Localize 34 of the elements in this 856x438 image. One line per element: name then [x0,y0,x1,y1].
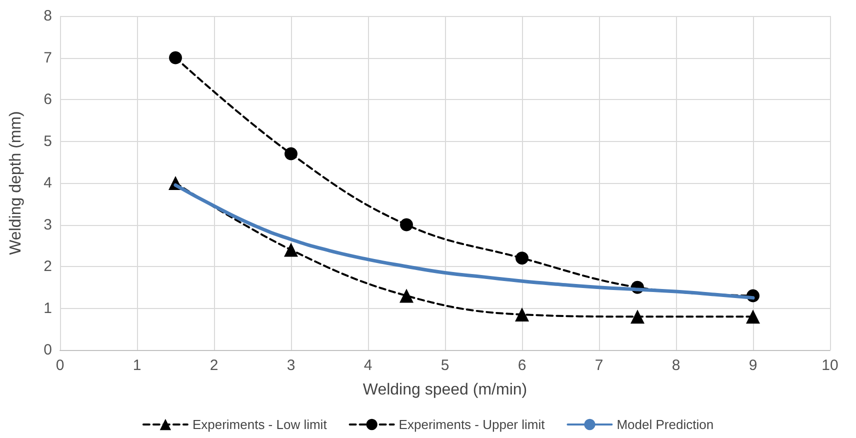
legend-label: Model Prediction [616,417,714,432]
legend-label: Experiments - Upper limit [398,417,546,432]
x-axis-title: Welding speed (m/min) [362,382,528,398]
y-tick-label: 8 [44,8,52,24]
point [400,218,413,232]
y-axis-title: Welding depth (mm) [8,111,24,255]
point [284,147,298,160]
point [169,51,182,64]
x-tick-label: 8 [672,357,680,374]
x-tick-label: 1 [132,357,142,374]
point [630,310,644,324]
x-tick-label: 7 [594,357,604,374]
x-tick-label: 5 [440,357,450,374]
point [515,308,529,322]
point [746,310,760,324]
y-tick-label: 1 [44,300,52,317]
x-tick-label: 0 [56,357,64,374]
x-tick-label: 4 [364,357,372,374]
y-tick-label: 6 [44,91,52,108]
x-tick-label: 6 [518,357,526,374]
y-tick-label: 3 [44,216,52,234]
x-tick-label: 9 [748,357,758,374]
point [400,288,414,303]
x-tick-label: 3 [286,357,296,374]
y-tick-label: 2 [44,258,52,275]
legend-label: Experiments - Low limit [192,417,328,432]
x-tick-label: 10 [822,357,838,374]
y-tick-label: 5 [44,132,52,150]
y-tick-label: 7 [44,49,52,66]
y-tick-label: 4 [44,174,52,192]
point [516,252,528,265]
point [284,242,298,257]
y-tick-label: 0 [44,342,52,358]
x-tick-label: 2 [210,357,218,374]
